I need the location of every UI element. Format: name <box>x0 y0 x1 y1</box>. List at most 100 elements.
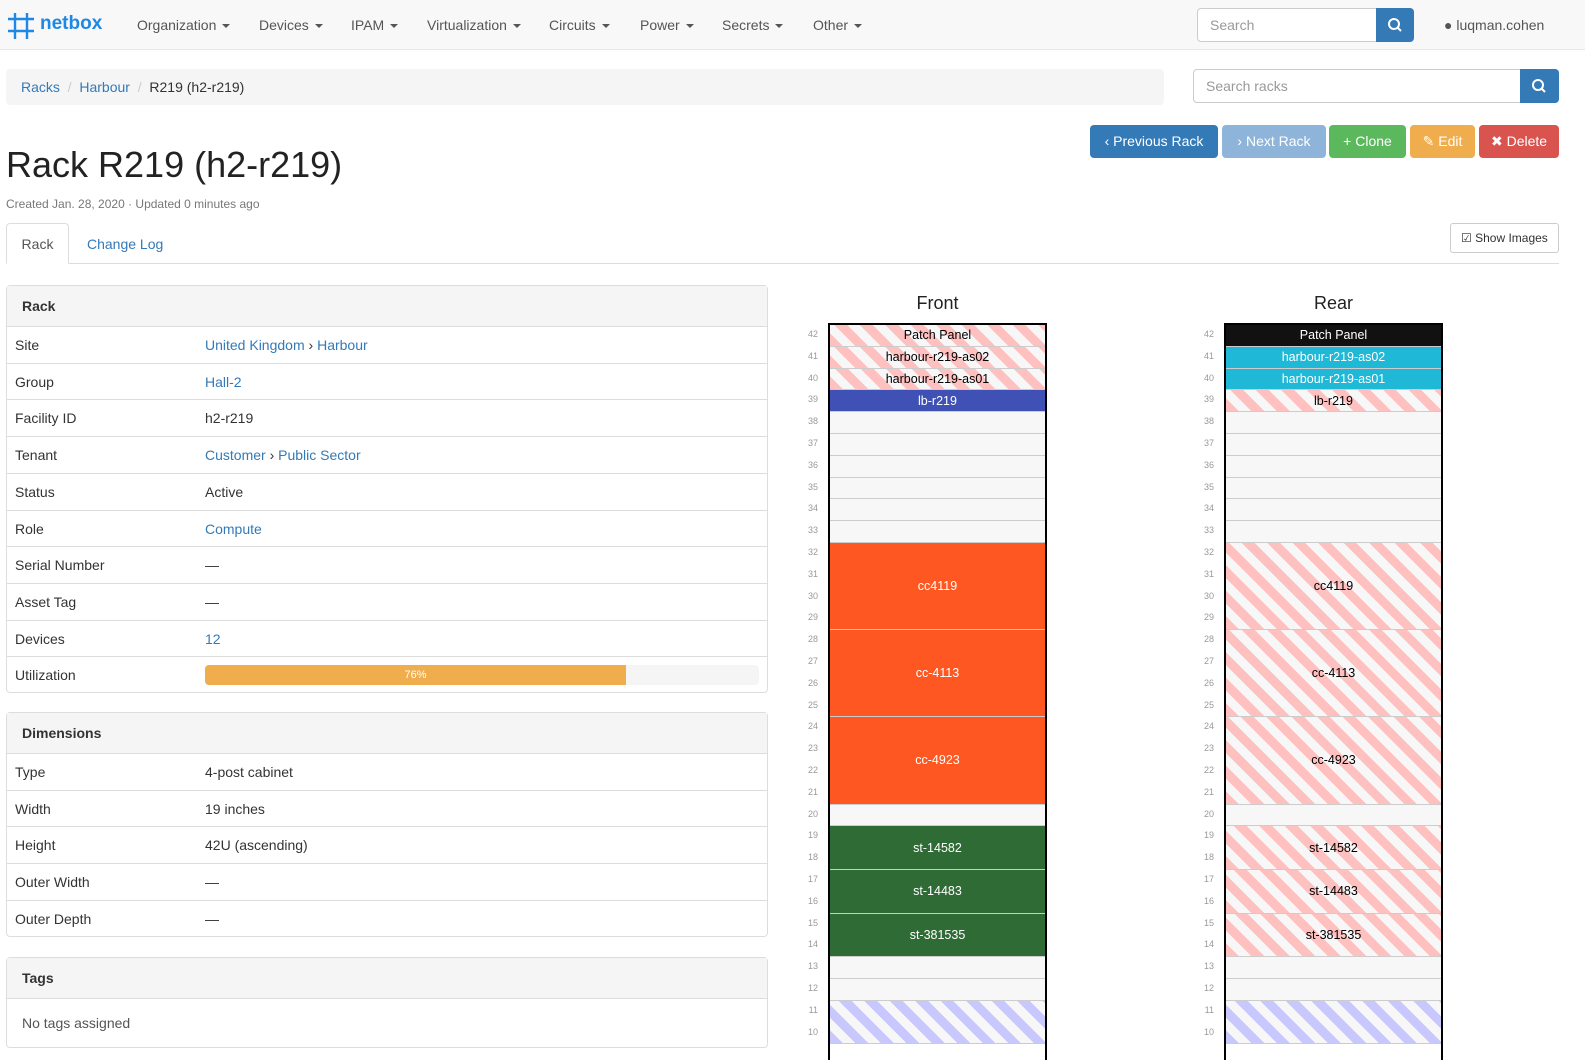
unit-number: 40 <box>807 372 818 383</box>
unit-number: 35 <box>1203 481 1214 492</box>
search-input[interactable]: Search <box>1197 8 1377 42</box>
row-label: Devices <box>15 630 65 647</box>
device[interactable]: cc-4113 <box>830 630 1045 718</box>
unit-number: 16 <box>807 895 818 906</box>
empty-slot[interactable] <box>1226 499 1441 522</box>
action-button[interactable]: ‹ Previous Rack <box>1090 125 1218 158</box>
unit-number: 11 <box>808 1004 818 1015</box>
tab-active[interactable]: Rack <box>6 223 69 264</box>
row-link[interactable]: Hall-2 <box>205 373 242 390</box>
action-button[interactable]: ✖ Delete <box>1479 125 1559 158</box>
nav-menu[interactable]: Other <box>813 17 862 33</box>
search-button[interactable] <box>1376 8 1414 42</box>
empty-slot[interactable] <box>1226 979 1441 1001</box>
device[interactable]: st-381535 <box>1226 913 1441 958</box>
empty-slot[interactable] <box>1226 804 1441 827</box>
device[interactable]: cc-4923 <box>830 717 1045 805</box>
unit-number: 13 <box>1203 961 1214 972</box>
device[interactable]: st-14483 <box>830 870 1045 914</box>
empty-slot[interactable] <box>1226 957 1441 979</box>
unit-number: 39 <box>807 394 818 405</box>
empty-slot[interactable] <box>830 434 1045 456</box>
nav-menu[interactable]: Organization <box>137 17 230 33</box>
panel-row: Role Compute <box>7 509 767 547</box>
show-images-button[interactable]: ☑ Show Images <box>1450 223 1559 253</box>
button-icon: ✎ <box>1422 133 1439 149</box>
empty-slot[interactable] <box>830 499 1045 522</box>
device[interactable] <box>830 1000 1045 1045</box>
button-icon: › <box>1237 133 1246 149</box>
device[interactable]: harbour-r219-as02 <box>830 346 1045 369</box>
empty-slot[interactable] <box>830 477 1045 500</box>
empty-slot[interactable] <box>1226 434 1441 456</box>
device[interactable] <box>1226 1000 1441 1045</box>
unit-number: 34 <box>1203 503 1214 514</box>
progress-bar: 76% <box>205 665 627 686</box>
unit-number: 25 <box>1203 699 1214 710</box>
device[interactable]: st-14582 <box>1226 826 1441 870</box>
nav-menu[interactable]: Secrets <box>722 17 783 33</box>
row-link[interactable]: Customer <box>205 447 266 464</box>
device[interactable]: harbour-r219-as02 <box>1226 346 1441 369</box>
row-value: 4-post cabinet <box>205 764 293 780</box>
rack-search-button[interactable] <box>1520 69 1559 103</box>
row-link[interactable]: 12 <box>205 630 221 647</box>
panel-row: Type 4-post cabinet <box>7 753 767 790</box>
empty-slot[interactable] <box>1226 477 1441 500</box>
empty-slot[interactable] <box>830 957 1045 979</box>
row-link[interactable]: Public Sector <box>278 447 361 464</box>
row-link[interactable]: United Kingdom <box>205 337 305 353</box>
unit-number: 20 <box>807 808 818 819</box>
brand[interactable]: netbox <box>40 13 103 34</box>
panel-row: Site United Kingdom › Harbour <box>7 326 767 363</box>
row-label: Status <box>15 483 55 500</box>
device[interactable]: st-14582 <box>830 826 1045 870</box>
device[interactable]: Patch Panel <box>1226 325 1441 347</box>
empty-slot[interactable] <box>830 455 1045 478</box>
empty-slot[interactable] <box>830 412 1045 434</box>
action-button[interactable]: › Next Rack <box>1222 125 1326 158</box>
nav-menu[interactable]: Power <box>640 17 694 33</box>
device[interactable]: lb-r219 <box>1226 390 1441 413</box>
device[interactable]: cc-4923 <box>1226 717 1441 805</box>
nav-menu[interactable]: Devices <box>259 17 323 33</box>
device[interactable]: harbour-r219-as01 <box>1226 368 1441 391</box>
tab[interactable]: Change Log <box>87 236 164 252</box>
device[interactable]: st-381535 <box>830 913 1045 958</box>
action-button[interactable]: + Clone <box>1329 125 1406 158</box>
device[interactable]: lb-r219 <box>830 390 1045 413</box>
nav-menu[interactable]: IPAM <box>351 17 398 33</box>
empty-slot[interactable] <box>830 804 1045 827</box>
search-icon <box>1532 79 1546 93</box>
device[interactable]: cc4119 <box>1226 543 1441 631</box>
action-button[interactable]: ✎ Edit <box>1410 125 1475 158</box>
unit-number: 17 <box>1203 874 1214 884</box>
empty-slot[interactable] <box>1226 412 1441 434</box>
device[interactable]: cc4119 <box>830 543 1045 631</box>
unit-number: 12 <box>1203 983 1214 993</box>
logo-icon <box>8 13 34 39</box>
breadcrumb-item[interactable]: Harbour <box>79 79 130 95</box>
button-label: Clone <box>1355 133 1392 149</box>
panel-row: Serial Number — <box>7 546 767 583</box>
row-link[interactable]: Harbour <box>317 337 368 353</box>
row-link[interactable]: Compute <box>205 520 262 537</box>
device[interactable]: cc-4113 <box>1226 630 1441 718</box>
nav-menu[interactable]: Virtualization <box>427 17 521 33</box>
empty-slot[interactable] <box>1226 521 1441 543</box>
button-icon: ‹ <box>1104 133 1114 149</box>
user-menu[interactable]: ● luqman.cohen <box>1444 17 1544 33</box>
rack-search-input[interactable]: Search racks <box>1193 69 1521 103</box>
unit-number: 29 <box>1203 612 1214 623</box>
device[interactable]: st-14483 <box>1226 870 1441 914</box>
row-value: Compute <box>205 521 262 537</box>
nav-menu[interactable]: Circuits <box>549 17 610 33</box>
unit-number: 40 <box>1203 372 1214 383</box>
device[interactable]: Patch Panel <box>830 325 1045 347</box>
panel-row: Outer Depth — <box>7 899 767 937</box>
empty-slot[interactable] <box>1226 455 1441 478</box>
empty-slot[interactable] <box>830 979 1045 1001</box>
breadcrumb-item[interactable]: Racks <box>21 79 60 95</box>
empty-slot[interactable] <box>830 521 1045 543</box>
device[interactable]: harbour-r219-as01 <box>830 368 1045 391</box>
